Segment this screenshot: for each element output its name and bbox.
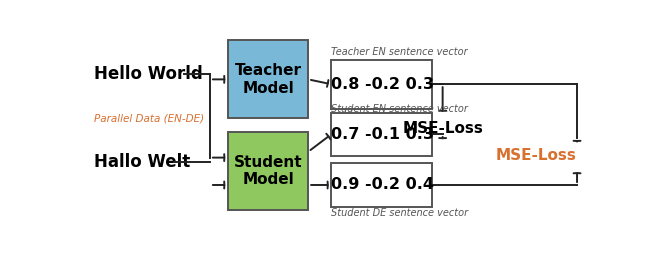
FancyBboxPatch shape <box>331 164 432 207</box>
Text: Parallel Data (EN-DE): Parallel Data (EN-DE) <box>93 114 204 123</box>
FancyBboxPatch shape <box>331 60 432 109</box>
Text: MSE-Loss: MSE-Loss <box>495 148 576 163</box>
FancyBboxPatch shape <box>228 40 308 118</box>
Text: Hello World: Hello World <box>93 65 203 83</box>
Text: Student
Model: Student Model <box>234 155 303 187</box>
Text: Student EN sentence vector: Student EN sentence vector <box>331 104 468 114</box>
Text: MSE-Loss: MSE-Loss <box>402 121 483 136</box>
Text: 0.9 -0.2 0.4: 0.9 -0.2 0.4 <box>331 178 434 193</box>
FancyBboxPatch shape <box>331 113 432 156</box>
Text: Teacher EN sentence vector: Teacher EN sentence vector <box>331 47 468 57</box>
Text: 0.7 -0.1 0.3: 0.7 -0.1 0.3 <box>331 127 434 142</box>
Text: Hallo Welt: Hallo Welt <box>93 152 190 170</box>
Text: Teacher
Model: Teacher Model <box>235 63 302 96</box>
FancyBboxPatch shape <box>228 132 308 210</box>
Text: Student DE sentence vector: Student DE sentence vector <box>331 208 469 218</box>
Text: 0.8 -0.2 0.3: 0.8 -0.2 0.3 <box>331 77 434 92</box>
